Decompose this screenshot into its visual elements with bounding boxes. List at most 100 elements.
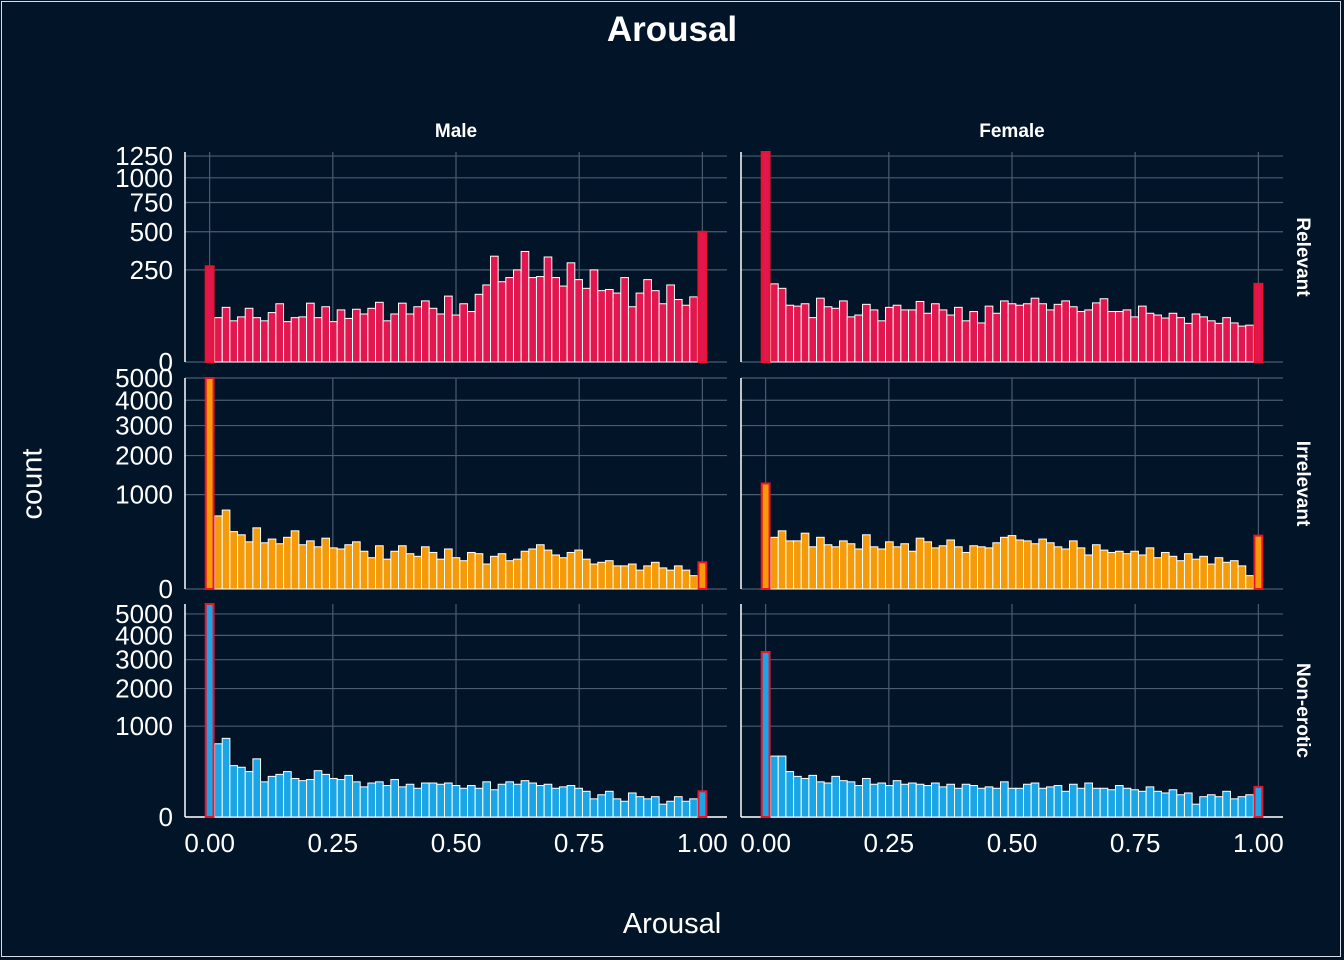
histogram-bar bbox=[862, 777, 871, 818]
histogram-bar bbox=[306, 540, 315, 590]
histogram-bar bbox=[375, 301, 384, 363]
histogram-bar bbox=[229, 320, 239, 363]
histogram-bar bbox=[620, 565, 629, 590]
histogram-bar bbox=[543, 783, 553, 818]
histogram-bar bbox=[1130, 550, 1139, 590]
histogram-bar bbox=[969, 785, 979, 818]
histogram-bar bbox=[673, 565, 683, 590]
histogram-bar bbox=[313, 317, 323, 363]
histogram-bar bbox=[1091, 544, 1101, 590]
histogram-bar bbox=[1122, 787, 1132, 818]
histogram-bar bbox=[823, 544, 833, 590]
histogram-bar bbox=[1130, 316, 1139, 363]
histogram-bar bbox=[954, 546, 963, 590]
edge-bin-bar-one bbox=[1253, 785, 1264, 819]
histogram-bar bbox=[1176, 317, 1185, 363]
histogram-bar bbox=[1237, 325, 1247, 363]
histogram-bar bbox=[1038, 303, 1047, 363]
y-tick-label: 0 bbox=[159, 802, 173, 832]
histogram-bar bbox=[413, 555, 423, 590]
histogram-bar bbox=[1084, 554, 1093, 590]
histogram-bar bbox=[1183, 553, 1193, 590]
histogram-bar bbox=[1030, 543, 1040, 590]
histogram-bar bbox=[689, 296, 698, 363]
histogram-bar bbox=[390, 313, 400, 363]
histogram-bar bbox=[839, 540, 848, 590]
histogram-bar bbox=[1137, 554, 1147, 590]
edge-bin-bar-one bbox=[1253, 282, 1264, 364]
histogram-bar bbox=[390, 779, 400, 818]
histogram-bar bbox=[405, 553, 415, 590]
histogram-bar bbox=[1107, 311, 1116, 363]
histogram-bar bbox=[344, 544, 354, 590]
histogram-bar bbox=[336, 779, 346, 818]
histogram-bar bbox=[597, 561, 606, 590]
histogram-bar bbox=[390, 550, 400, 590]
histogram-bar bbox=[275, 303, 285, 363]
histogram-bar bbox=[237, 766, 246, 818]
histogram-bar bbox=[846, 316, 856, 363]
histogram-bar bbox=[589, 563, 599, 590]
histogram-bar bbox=[885, 785, 894, 818]
histogram-bar bbox=[290, 530, 300, 590]
histogram-bar bbox=[336, 548, 346, 590]
edge-bin-bar-zero bbox=[760, 651, 771, 819]
histogram-bar bbox=[466, 785, 476, 818]
edge-bin-bar-zero bbox=[760, 151, 771, 363]
histogram-bar bbox=[528, 548, 537, 590]
histogram-bar bbox=[777, 287, 787, 363]
histogram-bar bbox=[551, 787, 560, 818]
histogram-bar bbox=[398, 545, 407, 590]
histogram-bar bbox=[382, 320, 392, 363]
histogram-bar bbox=[908, 782, 917, 818]
y-tick-label: 3000 bbox=[115, 411, 173, 441]
histogram-bar bbox=[846, 543, 856, 590]
histogram-bar bbox=[1076, 311, 1086, 363]
histogram-bar bbox=[252, 758, 262, 818]
histogram-bar bbox=[283, 321, 292, 363]
histogram-bar bbox=[1176, 794, 1185, 818]
histogram-bar bbox=[1030, 297, 1040, 363]
histogram-bar bbox=[244, 771, 254, 818]
histogram-bar bbox=[1099, 298, 1109, 363]
histogram-bar bbox=[221, 509, 231, 590]
histogram-bar bbox=[1000, 300, 1009, 363]
histogram-bar bbox=[597, 794, 606, 818]
x-tick-label: 0.00 bbox=[184, 828, 235, 858]
histogram-bar bbox=[313, 546, 323, 590]
histogram-bar bbox=[650, 796, 660, 818]
histogram-bar bbox=[1183, 322, 1193, 363]
histogram-bar bbox=[581, 558, 591, 590]
histogram-bar bbox=[444, 548, 453, 590]
histogram-bar bbox=[1237, 565, 1247, 590]
histogram-bar bbox=[1168, 789, 1178, 818]
histogram-bar bbox=[367, 557, 377, 590]
histogram-bar bbox=[581, 790, 591, 818]
histogram-bar bbox=[885, 541, 894, 590]
histogram-bar bbox=[1084, 309, 1093, 363]
histogram-bar bbox=[221, 737, 231, 818]
histogram-bar bbox=[497, 783, 507, 818]
histogram-bar bbox=[283, 771, 292, 818]
chart-title: Arousal bbox=[606, 10, 738, 49]
histogram-bar bbox=[612, 798, 622, 818]
histogram-bar bbox=[946, 314, 956, 363]
histogram-bar bbox=[229, 531, 239, 590]
histogram-bar bbox=[1061, 300, 1070, 363]
histogram-bar bbox=[658, 303, 668, 363]
histogram-bar bbox=[520, 780, 530, 818]
histogram-bar bbox=[512, 269, 522, 363]
histogram-bar bbox=[589, 269, 599, 363]
histogram-bar bbox=[505, 277, 514, 363]
histogram-bar bbox=[681, 800, 691, 818]
histogram-bar bbox=[382, 785, 392, 818]
histogram-bar bbox=[413, 787, 423, 818]
histogram-bar bbox=[793, 305, 802, 363]
histogram-bar bbox=[382, 558, 392, 590]
histogram-bar bbox=[1045, 542, 1055, 590]
histogram-bar bbox=[321, 773, 331, 818]
histogram-bar bbox=[808, 317, 818, 363]
histogram-bar bbox=[336, 309, 346, 363]
histogram-bar bbox=[1007, 535, 1017, 590]
